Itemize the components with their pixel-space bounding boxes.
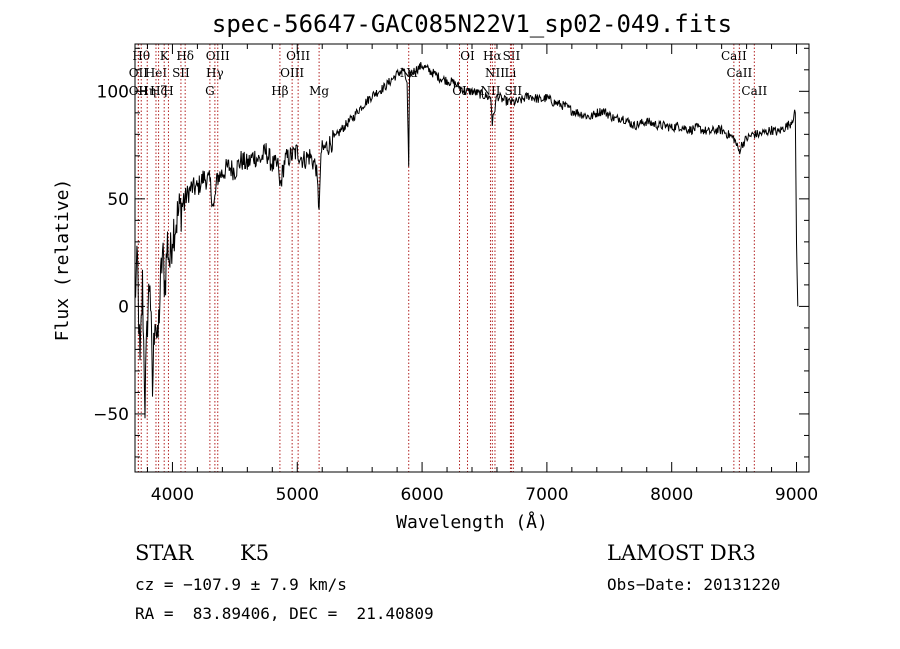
object-class: STAR xyxy=(135,541,194,565)
line-marker-label-3: Hη xyxy=(138,84,156,98)
survey-name: LAMOST DR3 xyxy=(607,541,756,565)
line-marker-label-23: SII xyxy=(503,49,521,63)
line-marker-label-9: Hδ xyxy=(176,49,194,63)
line-marker-label-19: OI xyxy=(460,49,475,63)
x-axis-label: Wavelength (Å) xyxy=(396,511,548,533)
y-tick-label-50: 50 xyxy=(107,190,129,210)
line-marker-label-7: H xyxy=(163,84,173,98)
plot-area: HθOIIOIIHηHeIHζKHSIIHδGHγOIIIHβOIIIOIIIM… xyxy=(129,44,799,472)
line-marker-label-26: CaII xyxy=(721,49,747,63)
line-marker-label-18: OI xyxy=(452,84,467,98)
x-tick-label-8000: 8000 xyxy=(650,485,693,505)
x-tick-label-7000: 7000 xyxy=(525,485,568,505)
redshift-velocity: cz = −107.9 ± 7.9 km/s xyxy=(135,575,347,594)
plot-frame xyxy=(134,43,810,473)
line-marker-label-4: HeI xyxy=(145,66,168,80)
x-tick-label-9000: 9000 xyxy=(775,485,818,505)
chart-title: spec-56647-GAC085N22V1_sp02-049.fits xyxy=(212,10,732,38)
y-axis-label: Flux (relative) xyxy=(52,179,73,342)
line-marker-label-22: NII xyxy=(485,66,505,80)
x-tick-label-5000: 5000 xyxy=(276,485,319,505)
line-marker-label-25: SII xyxy=(504,84,522,98)
y-tick-label-100: 100 xyxy=(97,82,129,102)
line-marker-label-24: Li xyxy=(505,66,517,80)
y-tick-label--50: −50 xyxy=(93,405,129,425)
line-marker-label-15: OIII xyxy=(286,49,310,63)
line-marker-label-5: Hζ xyxy=(150,84,167,98)
line-marker-label-27: CaII xyxy=(726,66,752,80)
line-marker-label-16: Mg xyxy=(309,84,329,98)
flux-series-0 xyxy=(134,61,799,419)
observation-date: Obs−Date: 20131220 xyxy=(607,575,781,594)
line-marker-label-21: Hα xyxy=(483,49,502,63)
sky-coordinates: RA = 83.89406, DEC = 21.40809 xyxy=(135,604,434,623)
line-marker-label-10: G xyxy=(205,84,215,98)
line-marker-label-0: Hθ xyxy=(132,49,150,63)
object-subclass: K5 xyxy=(240,541,270,565)
y-tick-label-0: 0 xyxy=(118,297,129,317)
line-marker-label-14: OIII xyxy=(280,66,304,80)
line-marker-label-12: OIII xyxy=(206,49,230,63)
x-tick-label-4000: 4000 xyxy=(151,485,194,505)
line-marker-label-13: Hβ xyxy=(271,84,288,98)
line-marker-label-28: CaII xyxy=(741,84,767,98)
line-marker-label-11: Hγ xyxy=(206,66,224,80)
x-tick-label-6000: 6000 xyxy=(400,485,443,505)
line-marker-label-8: SII xyxy=(172,66,190,80)
line-marker-label-6: K xyxy=(160,49,170,63)
